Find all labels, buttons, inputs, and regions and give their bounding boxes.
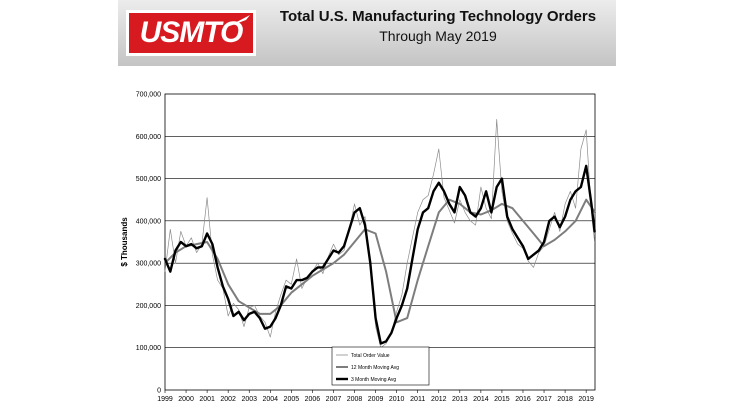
legend-label-ma12: 12 Month Moving Avg [351,365,399,371]
chart-title: Total U.S. Manufacturing Technology Orde… [279,8,597,25]
x-tick-label: 2012 [431,396,447,403]
chart-header: USMTO Total U.S. Manufacturing Technolog… [118,0,616,66]
x-tick-label: 2017 [536,396,552,403]
y-axis-ticks: 0 100,000 200,000 300,000 400,000 500,000 600,… [136,92,161,395]
x-tick-label: 2004 [262,396,278,403]
x-tick-label: 2014 [473,396,489,403]
legend-label-total: Total Order Value [351,353,390,359]
y-tick-label: 200,000 [136,303,161,310]
chart-subtitle: Through May 2019 [379,28,497,44]
x-tick-label: 2019 [578,396,594,403]
series-line-2 [163,164,596,345]
series-line-1 [164,198,596,324]
legend-label-ma3: 3 Month Moving Avg [351,377,396,383]
y-tick-label: 500,000 [136,176,161,183]
legend: Total Order Value 12 Month Moving Avg 3 … [331,346,430,386]
x-axis-ticks: 1999 2000 2001 2002 2003 2004 2005 2006 2007 2008… [157,390,594,403]
x-tick-label: 2016 [515,396,531,403]
x-tick-label: 2000 [178,396,194,403]
x-tick-label: 2002 [220,396,236,403]
y-tick-label: 400,000 [136,218,161,225]
x-tick-label: 2007 [326,396,342,403]
legend-box [331,346,430,386]
x-tick-label: 2013 [452,396,468,403]
x-tick-label: 2011 [410,396,425,403]
y-tick-label: 600,000 [136,134,161,141]
x-tick-label: 1999 [157,396,173,403]
y-tick-label: 300,000 [136,261,161,268]
x-tick-label: 2015 [494,396,510,403]
x-tick-label: 2006 [305,396,321,403]
usmto-logo: USMTO [126,10,256,56]
y-axis-label: $ Thousands [120,217,129,267]
y-tick-label: 700,000 [136,92,161,99]
logo-text: USMTO [139,16,244,49]
swoosh-icon [227,15,250,27]
x-tick-label: 2010 [389,396,405,403]
y-tick-label: 100,000 [136,345,161,352]
x-tick-label: 2003 [241,396,257,403]
x-tick-label: 2001 [199,396,215,403]
x-tick-label: 2008 [347,396,363,403]
x-tick-label: 2005 [284,396,300,403]
x-tick-label: 2018 [557,396,573,403]
y-tick-label: 0 [157,388,161,395]
x-tick-label: 2009 [368,396,384,403]
